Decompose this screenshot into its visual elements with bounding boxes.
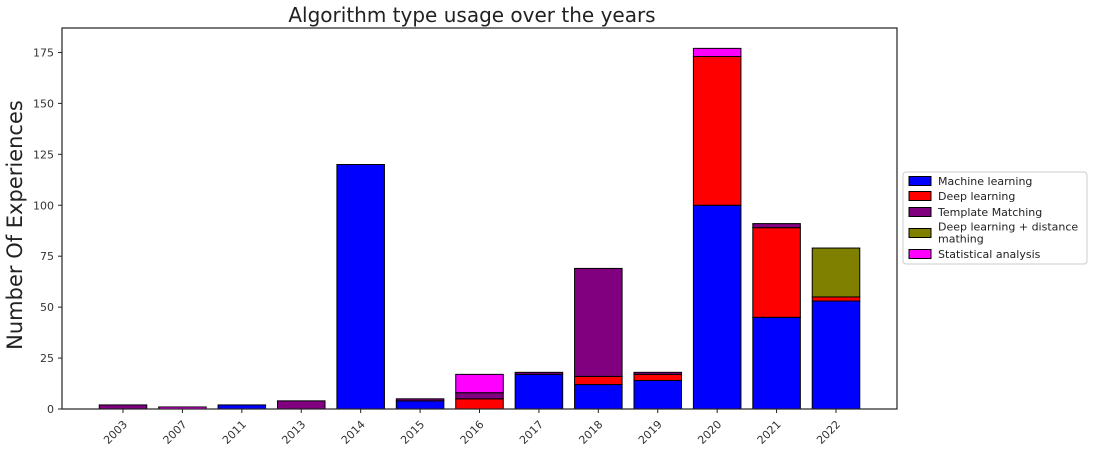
bar-segment [692, 47, 742, 58]
legend-swatch [908, 249, 932, 259]
y-tick-label: 25 [40, 352, 54, 365]
x-tick-label: 2022 [814, 418, 843, 447]
y-tick-label: 150 [33, 97, 54, 110]
plot-frame [61, 27, 898, 410]
x-tick-label: 2015 [398, 418, 427, 447]
legend-label: mathing [938, 233, 984, 246]
y-tick-label: 175 [33, 46, 54, 59]
y-tick-label: 50 [40, 301, 54, 314]
bar-segment [692, 204, 742, 410]
bar-segment [633, 379, 683, 410]
y-tick-label: 100 [33, 199, 54, 212]
bar-segment [811, 296, 861, 302]
x-tick-label: 2016 [458, 418, 487, 447]
x-tick-label: 2021 [755, 418, 784, 447]
bar-segment [811, 300, 861, 410]
y-axis-ticks: 0 25 50 75 100 125 150 175 [33, 46, 62, 416]
bar-segment [395, 400, 445, 410]
bar-segment [336, 164, 385, 410]
bar-segment [276, 400, 326, 410]
y-tick-label: 0 [47, 403, 54, 416]
legend-label: Statistical analysis [938, 248, 1041, 261]
y-tick-label: 125 [33, 148, 54, 161]
bar-segment [455, 392, 504, 400]
bar-segment [514, 371, 564, 375]
x-tick-label: 2003 [101, 418, 130, 447]
legend-label: Deep learning [938, 190, 1015, 203]
bar-segment [455, 398, 504, 410]
bar-segment [752, 223, 801, 229]
legend-swatch [908, 176, 932, 186]
legend-label: Template Matching [937, 206, 1042, 219]
bar-segment [455, 373, 504, 394]
y-axis-label: Number Of Experiences [3, 100, 27, 350]
bar-segment [752, 227, 801, 318]
bar-segment [752, 316, 801, 410]
bar-segment [574, 267, 623, 377]
legend-label: Machine learning [938, 175, 1032, 188]
x-tick-label: 2019 [636, 418, 665, 447]
legend-label: Deep learning + distance [938, 221, 1078, 234]
legend-swatch [908, 228, 932, 238]
bar-segment [514, 373, 564, 410]
bar-segment [692, 56, 742, 206]
x-tick-label: 2011 [220, 418, 249, 447]
y-tick-label: 75 [40, 250, 54, 263]
x-tick-label: 2007 [161, 418, 190, 447]
bar-segment [217, 404, 267, 410]
x-axis-ticks: 2003 2007 2011 2013 2014 2015 2016 2017 2018 2019… [101, 409, 843, 447]
x-tick-label: 2020 [695, 418, 724, 447]
x-tick-label: 2014 [339, 418, 368, 447]
plot-area [98, 47, 861, 410]
legend-swatch [908, 207, 932, 217]
legend-swatch [908, 191, 932, 201]
bar-segment [811, 247, 861, 298]
bar-segment [633, 371, 683, 375]
bar-segment [574, 384, 623, 410]
bar-segment [395, 398, 445, 402]
chart-title: Algorithm type usage over the years [288, 3, 655, 27]
bar-segment [98, 404, 148, 410]
x-tick-label: 2018 [576, 418, 605, 447]
bar-segment [633, 373, 683, 381]
bar-segment [574, 375, 623, 386]
x-tick-label: 2013 [279, 418, 308, 447]
legend-box [902, 171, 1088, 265]
x-tick-label: 2017 [517, 418, 546, 447]
legend: Machine learning Deep learning Template Ma… [902, 171, 1088, 265]
